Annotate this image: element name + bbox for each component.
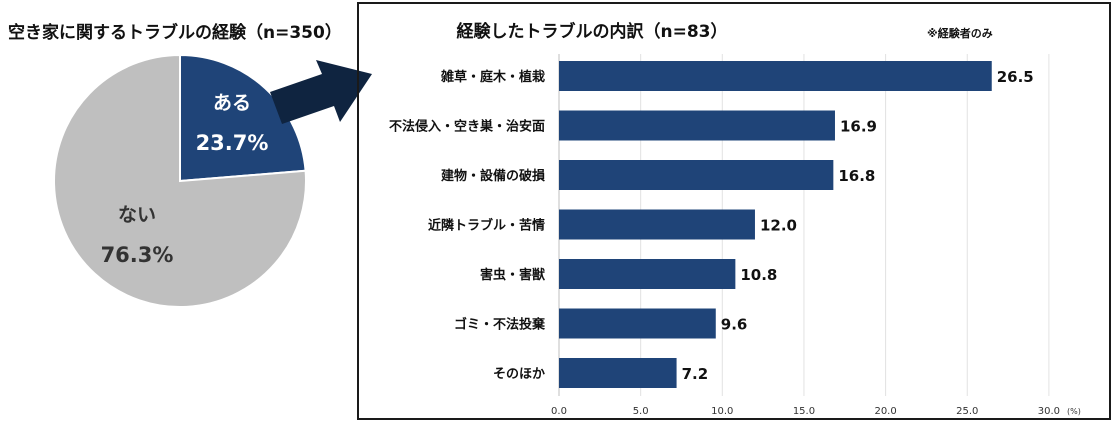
bar-value-label: 16.9 xyxy=(840,118,877,136)
bar-value-label: 12.0 xyxy=(760,217,797,235)
bar xyxy=(559,160,834,190)
bar-chart-title: 経験したトラブルの内訳（n=83） xyxy=(456,21,727,42)
bar-value-label: 7.2 xyxy=(682,365,709,383)
bar xyxy=(559,358,677,388)
x-tick-label: 20.0 xyxy=(874,406,896,417)
category-label: 雑草・庭木・植栽 xyxy=(440,69,545,85)
pie-chart: ある 23.7% ない 76.3% xyxy=(53,55,307,308)
pie-slice-label: ある xyxy=(213,92,251,114)
x-tick-label: 10.0 xyxy=(711,406,733,417)
x-tick-label: 15.0 xyxy=(793,406,815,417)
category-label: そのほか xyxy=(493,367,545,382)
bar-chart: 経験したトラブルの内訳（n=83） ※経験者のみ (%) 0.0 5.0 10.0 1… xyxy=(389,21,1081,417)
bar xyxy=(559,110,835,141)
respondents-note: ※経験者のみ xyxy=(927,26,993,40)
bar-value-label: 10.8 xyxy=(740,266,777,284)
pie-slice-yes xyxy=(179,55,307,183)
breakdown-panel: 経験したトラブルの内訳（n=83） ※経験者のみ (%) 0.0 5.0 10.0 1… xyxy=(357,2,1111,420)
x-tick-label: 5.0 xyxy=(633,406,649,417)
pie-slice-value: 23.7% xyxy=(196,131,269,155)
bar-value-label: 16.8 xyxy=(838,167,875,185)
pie-slice-no xyxy=(53,55,307,308)
category-label: 不法侵入・空き巣・治安面 xyxy=(389,119,545,135)
bar-value-label: 9.6 xyxy=(721,316,748,334)
bar-value-label: 26.5 xyxy=(997,68,1034,86)
bar xyxy=(559,308,716,339)
category-label: 害虫・害獣 xyxy=(480,267,546,283)
category-label: 近隣トラブル・苦情 xyxy=(428,218,545,234)
bar xyxy=(559,61,992,91)
x-tick-label: 25.0 xyxy=(956,406,978,417)
pie-chart-title: 空き家に関するトラブルの経験（n=350） xyxy=(8,23,342,43)
bar xyxy=(559,259,736,289)
pie-slice-label: ない xyxy=(118,204,156,226)
category-label: 建物・設備の破損 xyxy=(441,168,546,184)
pie-slice-value: 76.3% xyxy=(101,243,174,267)
x-axis-unit: (%) xyxy=(1067,407,1081,416)
category-label: ゴミ・不法投棄 xyxy=(454,317,546,333)
x-tick-label: 0.0 xyxy=(551,406,567,417)
arrow-icon xyxy=(270,60,372,124)
bar xyxy=(559,209,755,240)
x-tick-label: 30.0 xyxy=(1038,406,1060,417)
